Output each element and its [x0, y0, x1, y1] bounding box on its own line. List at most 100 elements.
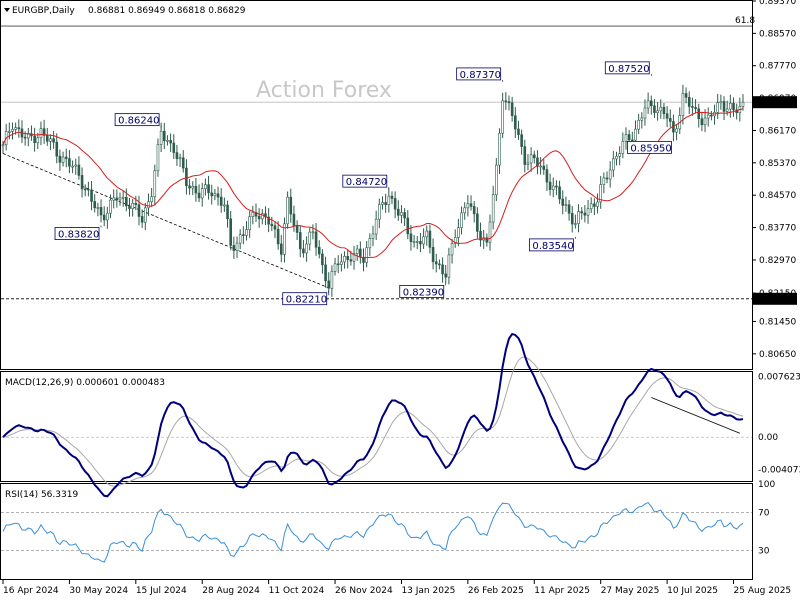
candle-body — [115, 197, 119, 201]
candle-body — [741, 101, 745, 107]
candle-body — [333, 263, 337, 272]
annotation-box — [54, 227, 100, 240]
candle-body — [387, 195, 391, 206]
candle-body — [548, 181, 552, 190]
candle-body — [80, 175, 84, 190]
candle-body — [523, 146, 527, 165]
candle-body — [526, 162, 530, 165]
candle-body — [197, 192, 201, 199]
candle-body — [567, 204, 571, 214]
candle-body — [479, 231, 482, 241]
candle-body — [140, 216, 144, 223]
macd-panel — [0, 371, 753, 482]
annotation-box — [399, 285, 445, 298]
candle-body — [147, 201, 150, 209]
annotation-text: 0.86240 — [118, 116, 159, 127]
annotation-text: 0.83820 — [58, 230, 99, 241]
macd-tick-label: -0.004073 — [758, 466, 800, 476]
candle-body — [646, 100, 650, 109]
price-annotation: 0.83540 — [528, 236, 576, 252]
candle-body — [520, 134, 523, 147]
price-annotation: 0.82210 — [282, 290, 330, 306]
candle-body — [589, 203, 593, 210]
candle-body — [485, 237, 489, 243]
candle-body — [653, 105, 656, 113]
candle-body — [131, 203, 134, 209]
annotation-text: 0.82210 — [286, 295, 327, 306]
candle-body — [457, 227, 460, 238]
candle-body — [1, 144, 5, 147]
candle-body — [649, 100, 653, 107]
date-tick-label: 25 Aug 2025 — [734, 586, 792, 596]
candle-body — [719, 101, 723, 104]
price-annotation: 0.82390 — [399, 283, 447, 298]
macd-tick-label: 0.00 — [758, 433, 778, 443]
candle-body — [384, 202, 387, 206]
candle-body — [501, 100, 504, 134]
candle-body — [706, 114, 710, 119]
candle-body — [204, 184, 207, 189]
candle-body — [261, 213, 264, 220]
annotation-box — [627, 140, 672, 154]
candle-body — [295, 225, 299, 233]
candle-body — [381, 202, 384, 205]
candle-body — [640, 117, 644, 121]
candle-body — [289, 196, 293, 215]
candle-body — [438, 263, 441, 266]
candle-body — [128, 205, 131, 209]
candle-body — [687, 97, 691, 107]
candle-body — [248, 216, 251, 230]
candle-body — [175, 152, 179, 159]
candle-body — [200, 188, 204, 199]
candle-body — [450, 243, 454, 256]
candle-body — [681, 93, 685, 116]
candle-body — [710, 114, 713, 117]
candle-body — [23, 136, 27, 139]
candle-body — [317, 246, 321, 255]
candle-body — [703, 117, 707, 126]
rsi-tick-label: 30 — [758, 547, 770, 557]
macd-trend-line — [651, 397, 740, 434]
annotation-text: 0.87370 — [460, 70, 501, 81]
candle-body — [618, 153, 621, 157]
candle-body — [359, 248, 362, 258]
price-annotation: 0.83820 — [54, 225, 102, 241]
candle-body — [87, 188, 90, 191]
candle-body — [434, 261, 438, 265]
candle-body — [555, 185, 558, 188]
fib-618-label: 61.8 — [735, 16, 755, 26]
candle-body — [472, 206, 476, 215]
support-price-tag — [753, 292, 797, 305]
candle-body — [273, 225, 277, 230]
candle-body — [498, 132, 501, 166]
candle-body — [33, 135, 36, 144]
candle-body — [729, 102, 732, 110]
candle-body — [188, 185, 191, 189]
annotation-box — [114, 113, 160, 127]
candle-body — [125, 196, 128, 207]
candle-body — [684, 93, 688, 98]
candle-body — [93, 201, 97, 209]
watermark: Action Forex — [256, 78, 392, 103]
annotation-text: 0.84720 — [346, 177, 387, 188]
dropdown-arrow-icon[interactable] — [4, 8, 10, 12]
candle-body — [298, 232, 302, 250]
annotation-text: 0.87520 — [608, 64, 649, 75]
candle-body — [270, 223, 274, 226]
candle-body — [374, 218, 378, 235]
candle-body — [26, 133, 30, 139]
candle-body — [99, 207, 103, 216]
candle-body — [431, 247, 435, 263]
candle-body — [551, 185, 555, 190]
candle-body — [144, 207, 147, 223]
candle-body — [355, 248, 359, 254]
candle-body — [308, 231, 312, 245]
price-tick-label: 0.88570 — [759, 29, 796, 39]
candle-body — [257, 215, 261, 220]
candle-body — [656, 110, 659, 113]
candle-body — [495, 164, 498, 196]
candle-body — [453, 237, 457, 244]
candle-body — [238, 234, 242, 244]
last-price-label: 0.86829 — [757, 98, 794, 108]
candle-body — [178, 157, 182, 160]
